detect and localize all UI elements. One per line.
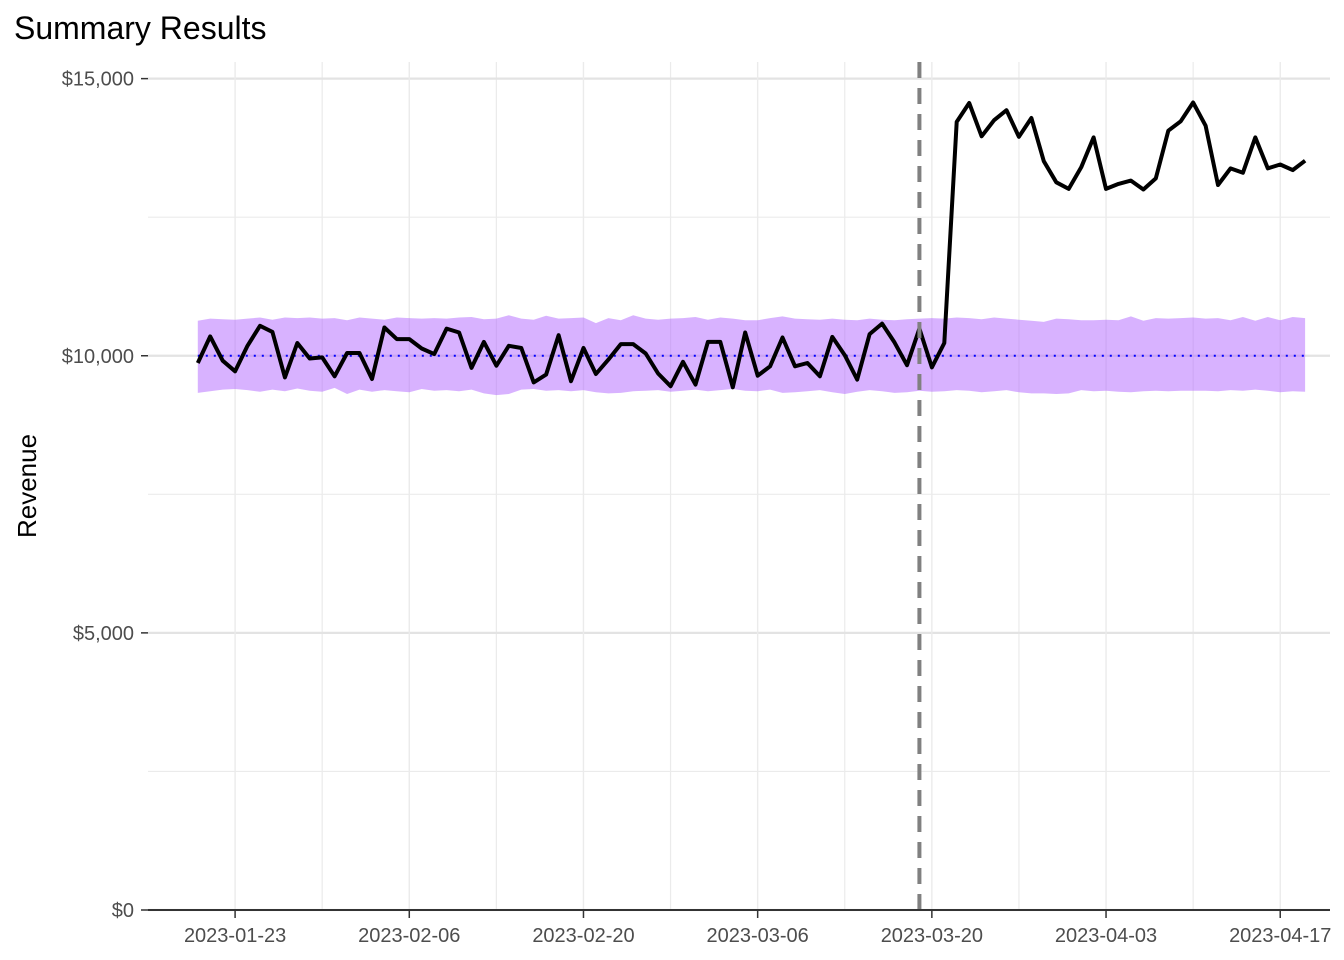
observed-line	[195, 100, 1307, 390]
y-axis-ticks: $0 $5,000 $10,000 $15,000	[62, 69, 148, 922]
y-tick-label: $15,000	[62, 69, 134, 91]
y-axis-label: Revenue	[12, 434, 42, 538]
x-tick-label: 2023-02-06	[358, 925, 460, 947]
minor-gridlines	[148, 62, 1330, 910]
x-tick-label: 2023-02-20	[532, 925, 634, 947]
x-axis-ticks: 2023-01-23 2023-02-06 2023-02-20 2023-03-06…	[184, 910, 1331, 947]
x-tick-label: 2023-04-03	[1055, 925, 1157, 947]
y-tick-label: $5,000	[73, 623, 134, 645]
y-tick-label: $0	[112, 900, 134, 922]
x-tick-label: 2023-04-17	[1229, 925, 1331, 947]
x-tick-label: 2023-01-23	[184, 925, 286, 947]
y-tick-label: $10,000	[62, 346, 134, 368]
x-tick-label: 2023-03-20	[881, 925, 983, 947]
observed-series	[195, 100, 1307, 390]
chart-title: Summary Results	[14, 10, 267, 46]
x-tick-label: 2023-03-06	[707, 925, 809, 947]
major-gridlines	[148, 62, 1330, 912]
